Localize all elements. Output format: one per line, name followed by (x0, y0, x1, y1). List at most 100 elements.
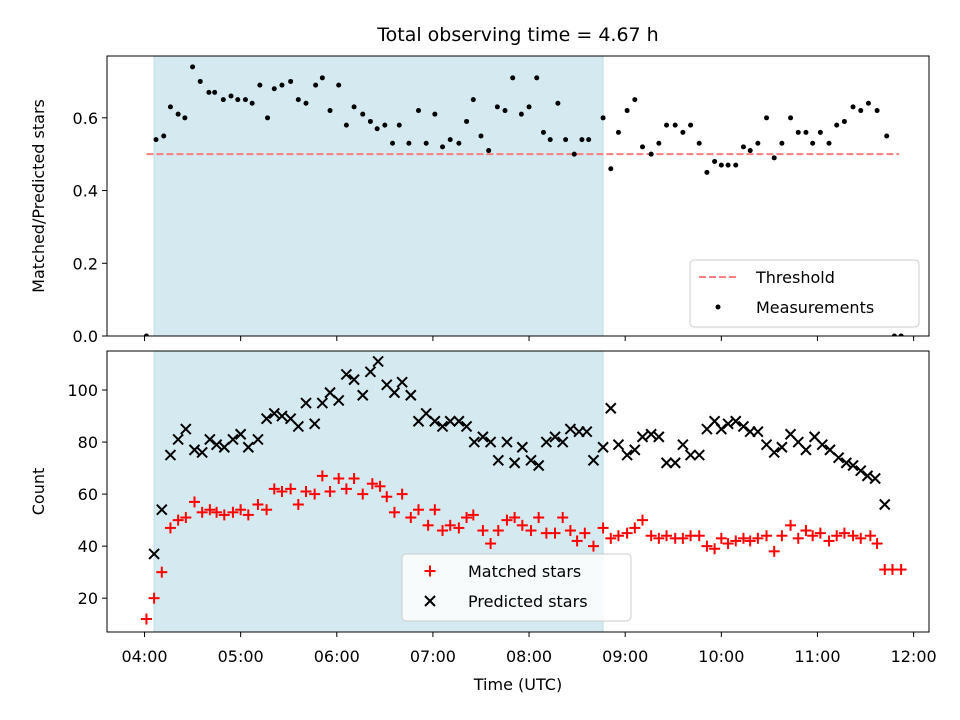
predicted-stars-marker-d2 (532, 459, 545, 472)
predicted-stars-marker (308, 418, 321, 430)
predicted-stars-marker (172, 433, 184, 446)
predicted-stars-marker-d2 (605, 402, 617, 414)
predicted-stars-marker (276, 410, 288, 422)
axes-frame (106, 350, 930, 633)
predicted-stars-marker-d2 (210, 438, 223, 451)
legend-label: Threshold (755, 268, 835, 287)
matched-stars-marker (333, 472, 345, 484)
predicted-stars-marker (242, 441, 255, 453)
predicted-stars-marker-d2 (737, 420, 750, 433)
predicted-stars-marker (612, 438, 625, 451)
predicted-stars-marker-d2 (492, 454, 504, 466)
measurements-marker (858, 108, 864, 114)
predicted-stars-marker (429, 415, 441, 427)
predicted-stars-marker (653, 431, 665, 443)
predicted-stars-marker-d2 (540, 436, 553, 448)
predicted-stars-marker (715, 423, 728, 435)
legend-box (401, 553, 632, 622)
predicted-stars-marker-d2 (484, 436, 497, 448)
measurements-marker (206, 89, 212, 95)
predicted-stars-marker (396, 376, 408, 388)
measurements-marker (788, 115, 794, 121)
predicted-stars-marker-d2 (324, 386, 336, 399)
x-tick-label: 05:00 (218, 647, 264, 666)
matched-stars-marker (831, 530, 843, 542)
y-tick-label: 0.6 (73, 109, 98, 128)
matched-stars-marker (587, 540, 599, 552)
legend-swatch (715, 304, 721, 310)
predicted-stars-marker-d2 (292, 420, 305, 433)
matched-stars-marker (252, 499, 264, 511)
matched-stars-marker (261, 504, 273, 516)
matched-stars-marker (172, 514, 184, 526)
matched-stars-marker (235, 504, 247, 516)
predicted-stars-marker-d2 (444, 415, 456, 427)
predicted-stars-marker (164, 449, 177, 461)
measurements-marker (755, 140, 761, 146)
chart-title: Total observing time = 4.67 h (376, 24, 658, 46)
predicted-stars-marker (855, 464, 867, 477)
predicted-stars-marker-d2 (879, 498, 891, 511)
matched-stars-marker (737, 532, 749, 544)
predicted-stars-marker-d2 (308, 418, 321, 430)
matched-stars-marker (357, 488, 369, 500)
predicted-stars-marker (768, 446, 780, 459)
predicted-stars-marker (847, 459, 859, 472)
predicted-stars-marker-d2 (564, 423, 577, 435)
matched-stars-marker (571, 535, 583, 547)
bottom-panel: 20 40 60 80 100 04:00 05:00 06:00 07:00 08:00 09:0… (29, 350, 937, 666)
measurements-marker (656, 140, 662, 146)
predicted-stars-marker (332, 394, 345, 407)
predicted-stars-marker (388, 386, 401, 399)
matched-stars-marker (218, 509, 230, 521)
predicted-stars-marker-d2 (204, 433, 216, 446)
matched-stars-marker (405, 512, 417, 524)
predicted-stars-marker-d2 (501, 436, 513, 448)
matched-stars-marker (661, 530, 673, 542)
predicted-stars-marker-d2 (234, 428, 247, 440)
measurements-marker (771, 155, 777, 161)
measurements-marker (242, 97, 248, 103)
measurements-marker (382, 122, 388, 128)
measurements-marker (725, 162, 731, 168)
predicted-stars-marker-d2 (800, 444, 812, 456)
predicted-stars-marker-d2 (164, 449, 177, 461)
matched-stars-marker (477, 525, 489, 537)
predicted-stars-marker-d2 (332, 394, 345, 407)
matched-stars-marker (895, 564, 907, 576)
measurements-marker (712, 158, 718, 164)
measurements-marker (406, 140, 412, 146)
predicted-stars-marker (492, 454, 504, 466)
predicted-stars-marker-d2 (268, 407, 280, 420)
predicted-stars-marker-d2 (556, 436, 569, 448)
predicted-stars-marker-d2 (372, 355, 384, 368)
predicted-stars-marker-d2 (357, 389, 369, 401)
predicted-stars-marker-d2 (612, 438, 625, 451)
measurements-marker (555, 100, 561, 106)
predicted-stars-marker-d2 (669, 457, 681, 469)
predicted-stars-marker (460, 420, 473, 433)
measurements-marker (440, 144, 446, 150)
matched-stars-marker (381, 491, 393, 503)
matched-stars-marker (677, 532, 689, 544)
predicted-stars-marker-d2 (196, 446, 208, 459)
matched-stars-marker (597, 522, 609, 534)
predicted-stars-marker (549, 431, 561, 443)
predicted-stars-marker-d2 (715, 423, 728, 435)
predicted-stars-marker-d2 (869, 472, 881, 485)
predicted-stars-marker-d2 (156, 504, 168, 516)
measurements-marker (161, 133, 167, 139)
measurements-marker (464, 118, 470, 124)
predicted-stars-marker-d2 (653, 431, 665, 443)
legend-label: Matched stars (468, 562, 581, 581)
matched-stars-marker (461, 512, 473, 524)
measurements-marker (327, 108, 333, 114)
measurements-marker (360, 111, 366, 117)
predicted-stars-marker (508, 457, 521, 469)
predicted-stars-marker (684, 449, 697, 461)
measurements-marker (396, 122, 402, 128)
measurements-marker (608, 166, 614, 172)
predicted-stars-marker (405, 389, 417, 401)
matched-stars-marker (533, 512, 545, 524)
